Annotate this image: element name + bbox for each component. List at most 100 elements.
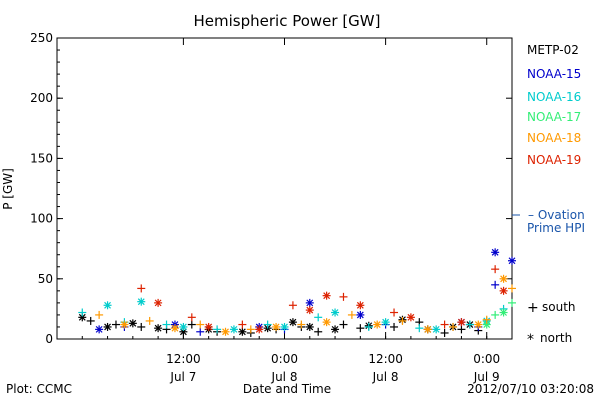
south-point-noaa-18	[297, 320, 306, 329]
south-point-noaa-16	[314, 313, 323, 322]
mark-stroke	[432, 325, 440, 333]
legend-item-noaa-19: NOAA-19	[527, 153, 581, 167]
x-tick-time-label: 12:00	[166, 352, 201, 366]
north-point-metp-02	[238, 327, 247, 336]
north-point-metp-02	[331, 325, 340, 334]
north-point-noaa-16	[137, 297, 146, 306]
mark-stroke	[222, 328, 229, 336]
mark-stroke	[474, 321, 482, 328]
north-point-noaa-19	[457, 318, 466, 327]
north-point-metp-02	[78, 313, 87, 322]
mark-stroke	[356, 311, 364, 319]
north-point-noaa-16	[103, 301, 112, 310]
mark-stroke	[483, 321, 491, 328]
footer-timestamp: 2012/07/10 03:20:08	[467, 382, 594, 396]
mark-stroke	[205, 323, 213, 331]
south-point-metp-02	[111, 320, 120, 329]
y-tick-label: 200	[30, 91, 53, 105]
north-point-noaa-18	[373, 320, 382, 329]
footer-source: Plot: CCMC	[6, 382, 72, 396]
data-points	[78, 248, 516, 337]
south-point-metp-02	[440, 328, 449, 337]
north-point-noaa-16	[381, 318, 390, 327]
legend-item-noaa-18: NOAA-18	[527, 131, 581, 145]
mark-stroke	[154, 324, 162, 332]
south-point-noaa-19	[288, 301, 297, 310]
x-tick-date-label: Jul 8	[271, 370, 298, 384]
legend-south-label: south	[542, 300, 576, 314]
south-point-noaa-16	[364, 322, 373, 331]
mark-stroke	[331, 309, 339, 316]
north-point-noaa-19	[406, 313, 415, 322]
south-point-metp-02	[86, 316, 95, 325]
mark-stroke	[323, 318, 331, 326]
south-point-metp-02	[314, 327, 323, 336]
south-point-metp-02	[137, 322, 146, 331]
north-point-noaa-15	[356, 310, 365, 319]
x-tick-time-label: 0:00	[473, 352, 500, 366]
mark-stroke	[508, 257, 516, 265]
legend-north-symbol: *	[527, 332, 534, 348]
south-point-noaa-19	[187, 313, 196, 322]
plot-area-frame	[56, 37, 513, 340]
legend: METP-02 NOAA-15 NOAA-16 NOAA-17 NOAA-18 …	[527, 43, 585, 348]
north-point-noaa-19	[204, 322, 213, 331]
south-point-noaa-18	[196, 320, 205, 329]
north-point-noaa-16	[432, 325, 441, 334]
south-point-noaa-18	[449, 322, 458, 331]
north-point-metp-02	[288, 318, 297, 327]
north-point-noaa-18	[120, 320, 129, 329]
mark-stroke	[491, 248, 499, 256]
x-tick-date-label: Jul 9	[473, 370, 500, 384]
north-point-noaa-15	[305, 298, 314, 307]
legend-item-noaa-15: NOAA-15	[527, 67, 581, 81]
north-point-noaa-16	[280, 322, 289, 331]
mark-stroke	[104, 301, 111, 309]
x-tick-date-label: Jul 8	[372, 370, 399, 384]
south-point-metp-02	[457, 325, 466, 334]
mark-stroke	[500, 287, 507, 295]
x-tick-time-label: 12:00	[368, 352, 403, 366]
mark-stroke	[78, 313, 86, 321]
mark-stroke	[289, 318, 297, 326]
legend-south-symbol: +	[527, 300, 539, 316]
y-tick-label: 150	[30, 151, 53, 165]
north-point-noaa-16	[229, 325, 238, 334]
north-point-noaa-18	[322, 318, 331, 327]
north-point-noaa-18	[474, 320, 483, 329]
mark-stroke	[500, 309, 507, 316]
north-point-metp-02	[128, 319, 137, 328]
south-point-metp-02	[356, 324, 365, 333]
south-point-noaa-16	[465, 320, 474, 329]
south-point-noaa-19	[238, 320, 247, 329]
south-point-noaa-16	[263, 320, 272, 329]
series-noaa-15	[95, 248, 516, 336]
north-point-metp-02	[305, 322, 314, 331]
mark-stroke	[95, 325, 103, 333]
legend-north-label: north	[540, 331, 572, 345]
north-point-noaa-18	[170, 324, 179, 333]
mark-stroke	[104, 323, 111, 331]
mark-stroke	[382, 318, 390, 326]
south-point-metp-02	[390, 322, 399, 331]
model-line-label-2: Prime HPI	[527, 221, 585, 235]
north-point-noaa-17	[499, 308, 508, 317]
south-point-noaa-19	[491, 265, 500, 274]
south-point-noaa-16	[213, 325, 222, 334]
y-tick-label: 250	[30, 31, 53, 45]
mark-stroke	[331, 325, 339, 333]
south-point-metp-02	[187, 320, 196, 329]
model-line-label-1: – Ovation	[528, 208, 585, 222]
south-point-noaa-16	[78, 308, 87, 317]
mark-stroke	[255, 325, 263, 333]
north-point-noaa-18	[423, 325, 432, 334]
x-tick-time-label: 0:00	[271, 352, 298, 366]
north-point-noaa-18	[499, 274, 508, 283]
north-point-noaa-16	[179, 322, 188, 331]
north-point-noaa-19	[305, 306, 314, 315]
south-point-noaa-18	[482, 315, 491, 324]
series-noaa-19	[137, 265, 508, 334]
south-point-noaa-18	[145, 316, 154, 325]
mark-stroke	[171, 324, 179, 332]
north-point-noaa-19	[154, 298, 163, 307]
